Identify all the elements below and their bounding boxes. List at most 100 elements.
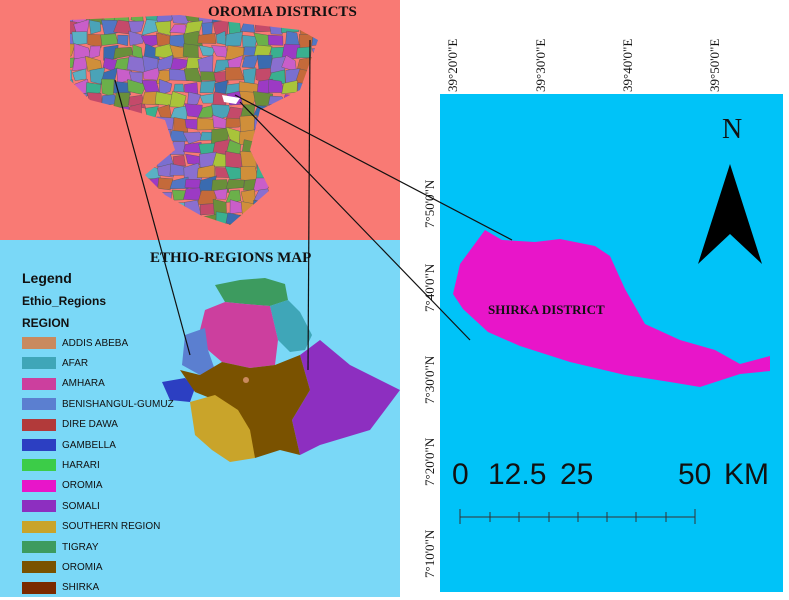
region-tigray xyxy=(215,278,288,306)
region-amhara xyxy=(200,302,278,368)
district-patch xyxy=(298,19,315,37)
district-patch xyxy=(117,34,129,46)
oromia-districts-panel: OROMIA DISTRICTS xyxy=(0,0,400,240)
district-patch xyxy=(284,103,298,120)
legend-item: BENISHANGUL-GUMUZ xyxy=(22,397,174,411)
district-patch xyxy=(88,45,101,60)
district-patch xyxy=(103,164,119,181)
longitude-label: 39°50'0"E xyxy=(707,38,722,92)
region-southern xyxy=(190,395,255,462)
district-patch xyxy=(308,187,318,202)
scale-label: KM xyxy=(724,458,769,491)
district-patch xyxy=(311,106,318,121)
district-patch xyxy=(266,115,287,132)
legend-swatch xyxy=(22,377,56,390)
legend-swatch xyxy=(22,357,56,370)
district-patch xyxy=(70,200,77,216)
north-label: N xyxy=(722,114,743,145)
district-patch xyxy=(70,57,75,71)
district-patch xyxy=(173,83,185,93)
district-patch xyxy=(144,210,160,225)
district-patch xyxy=(295,213,315,225)
district-patch xyxy=(156,212,176,225)
district-patch xyxy=(74,188,91,203)
district-patch xyxy=(309,127,318,143)
district-patch xyxy=(99,141,120,157)
district-patch xyxy=(145,106,159,118)
district-patch xyxy=(73,93,88,107)
district-patch xyxy=(73,176,91,192)
district-patch xyxy=(155,223,174,225)
district-patch xyxy=(281,127,299,142)
legend-item: SHIRKA xyxy=(22,581,99,595)
district-patch xyxy=(182,131,204,145)
district-patch xyxy=(99,187,115,204)
district-patch xyxy=(225,179,245,190)
legend-field: REGION xyxy=(22,316,70,330)
district-patch xyxy=(295,199,316,216)
district-patch xyxy=(283,139,300,157)
district-patch xyxy=(70,79,76,97)
district-patch xyxy=(310,223,318,225)
legend-item: SOMALI xyxy=(22,499,100,513)
district-patch xyxy=(113,187,131,203)
district-patch xyxy=(72,141,91,157)
district-patch xyxy=(256,214,273,225)
district-patch xyxy=(113,224,131,225)
district-patch xyxy=(323,199,341,213)
district-patch xyxy=(280,18,299,34)
district-patch xyxy=(70,155,78,168)
district-patch xyxy=(253,139,274,155)
scale-label: 12.5 xyxy=(488,458,547,491)
district-patch xyxy=(256,153,272,169)
district-patch xyxy=(253,117,271,132)
legend-label: GAMBELLA xyxy=(62,439,116,451)
district-patch xyxy=(295,46,312,59)
district-patch xyxy=(99,127,119,146)
district-patch xyxy=(213,188,228,200)
district-patch xyxy=(323,57,340,70)
district-patch xyxy=(200,203,216,216)
shirka-district-label: SHIRKA DISTRICT xyxy=(488,302,605,317)
legend-item: TIGRAY xyxy=(22,540,98,554)
district-patch xyxy=(324,178,341,191)
district-patch xyxy=(267,127,285,145)
district-patch xyxy=(297,82,311,94)
district-patch xyxy=(324,23,341,32)
legend-label: SOUTHERN REGION xyxy=(62,521,161,533)
district-patch xyxy=(112,213,129,225)
longitude-label: 39°40'0"E xyxy=(620,38,635,92)
legend-swatch xyxy=(22,439,56,451)
district-patch xyxy=(295,163,313,180)
district-patch xyxy=(113,128,132,143)
district-patch xyxy=(197,33,217,44)
district-patch xyxy=(113,163,132,177)
district-patch xyxy=(323,225,341,240)
district-patch xyxy=(239,214,259,225)
shirka-district-polygon xyxy=(453,230,770,387)
district-patch xyxy=(113,199,129,217)
district-patch xyxy=(101,94,117,107)
district-patch xyxy=(326,130,342,142)
scale-label: 50 xyxy=(678,458,712,491)
district-patch xyxy=(156,15,175,24)
district-patch xyxy=(324,32,339,44)
district-patch xyxy=(309,177,318,192)
district-patch xyxy=(113,153,133,170)
district-patch xyxy=(74,210,90,225)
district-patch xyxy=(73,19,90,36)
district-patch xyxy=(199,80,216,94)
district-patch xyxy=(85,215,106,225)
district-patch xyxy=(299,34,315,49)
district-patch xyxy=(213,70,229,84)
district-patch xyxy=(113,118,133,130)
district-patch xyxy=(269,103,287,117)
district-patch xyxy=(130,131,148,144)
district-patch xyxy=(225,151,244,169)
legend-label: ADDIS ABEBA xyxy=(62,337,129,349)
district-patch xyxy=(75,128,87,143)
district-patch xyxy=(310,90,318,108)
district-patch xyxy=(298,117,310,130)
district-patch xyxy=(84,142,104,157)
district-patch xyxy=(184,82,199,95)
